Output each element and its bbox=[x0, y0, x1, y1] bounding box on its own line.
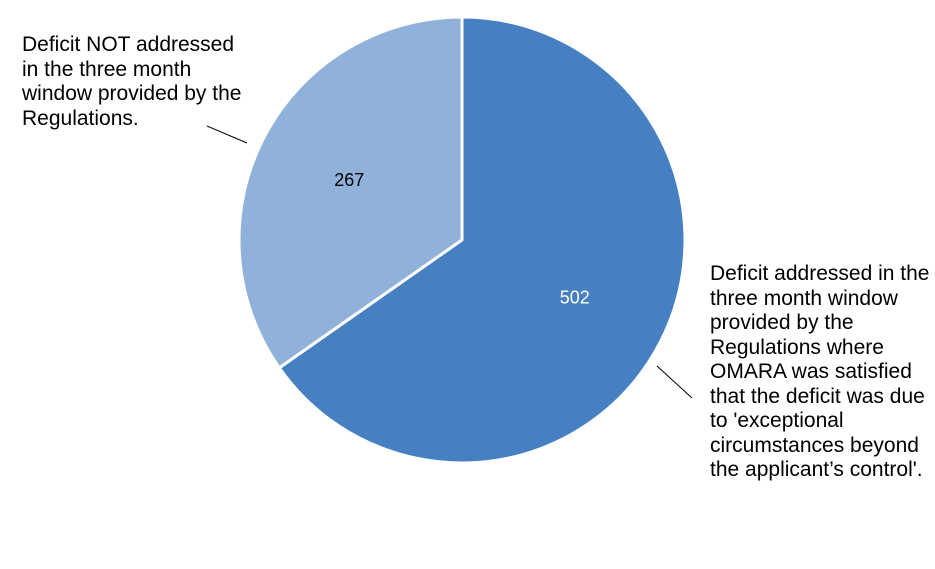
leader-line-0 bbox=[206, 125, 248, 144]
leader-lines bbox=[206, 125, 693, 399]
category-label-addressed: Deficit addressed in the three month win… bbox=[710, 262, 930, 481]
pie-slices bbox=[237, 15, 687, 465]
leader-line-1 bbox=[656, 365, 693, 399]
pie-slice-1 bbox=[277, 15, 687, 465]
value-label-0: 267 bbox=[334, 170, 364, 190]
value-labels: 267 502 bbox=[334, 170, 590, 307]
value-label-1: 502 bbox=[560, 287, 590, 307]
pie-slice-0 bbox=[237, 15, 464, 370]
category-label-not-addressed: Deficit NOT addressed in the three month… bbox=[22, 33, 242, 130]
